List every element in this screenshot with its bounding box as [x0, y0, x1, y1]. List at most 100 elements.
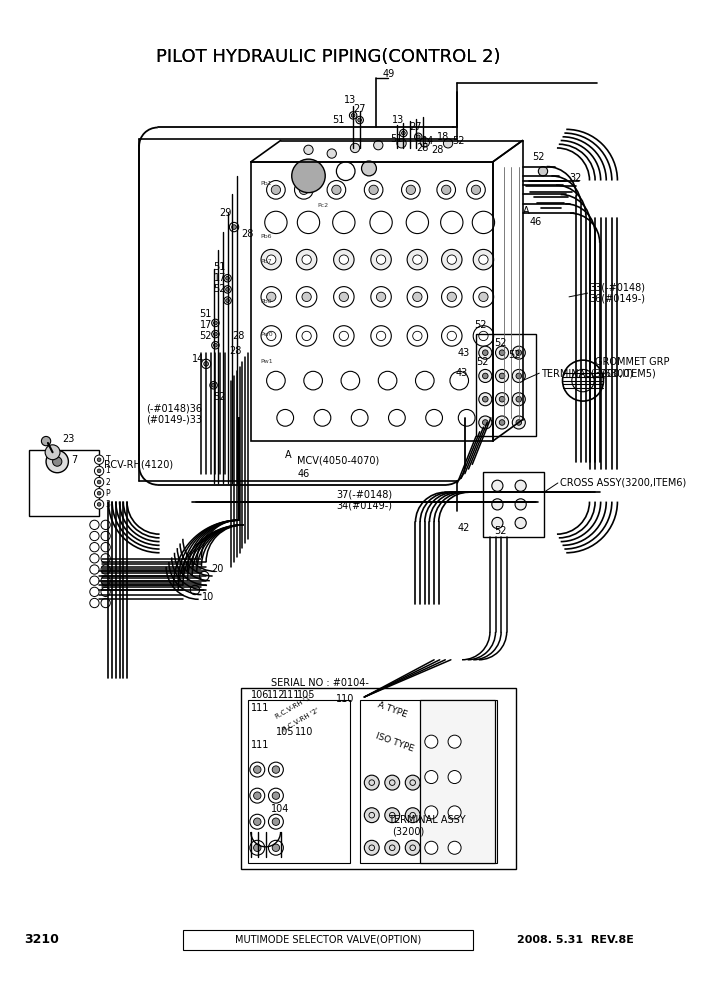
Circle shape — [296, 249, 317, 270]
Circle shape — [350, 143, 359, 153]
Circle shape — [364, 775, 379, 790]
Circle shape — [277, 410, 293, 427]
Circle shape — [473, 325, 494, 346]
Text: 17: 17 — [199, 319, 212, 329]
Circle shape — [515, 480, 526, 491]
Circle shape — [364, 181, 383, 199]
Circle shape — [416, 135, 420, 139]
Text: ISO TYPE: ISO TYPE — [374, 732, 415, 754]
Text: 28: 28 — [230, 346, 241, 356]
Text: 23: 23 — [62, 434, 74, 444]
Circle shape — [296, 287, 317, 308]
Bar — [359, 699, 498, 863]
Circle shape — [261, 249, 282, 270]
Circle shape — [267, 371, 285, 390]
Text: 111: 111 — [251, 703, 269, 713]
Bar — [476, 334, 536, 436]
Circle shape — [450, 371, 468, 390]
Circle shape — [250, 762, 265, 777]
Circle shape — [225, 299, 230, 303]
Text: 42: 42 — [458, 523, 470, 533]
Text: 111: 111 — [282, 690, 300, 700]
Circle shape — [362, 161, 376, 176]
Circle shape — [95, 488, 104, 498]
Text: 52: 52 — [508, 349, 521, 359]
Circle shape — [302, 293, 311, 302]
Circle shape — [420, 138, 430, 147]
Circle shape — [45, 444, 60, 459]
Text: 32: 32 — [569, 173, 581, 183]
Circle shape — [298, 211, 319, 233]
Text: MUTIMODE SELECTOR VALVE(OPTION): MUTIMODE SELECTOR VALVE(OPTION) — [235, 934, 421, 945]
Circle shape — [90, 520, 99, 530]
Bar — [241, 687, 516, 869]
Circle shape — [212, 341, 219, 349]
Text: 18: 18 — [437, 132, 449, 142]
Circle shape — [482, 397, 488, 402]
Circle shape — [413, 255, 422, 264]
Circle shape — [250, 840, 265, 855]
Text: 52: 52 — [495, 527, 507, 537]
Circle shape — [385, 775, 399, 790]
Text: 28: 28 — [431, 145, 444, 155]
Circle shape — [213, 321, 218, 324]
Circle shape — [101, 576, 110, 585]
Circle shape — [499, 420, 505, 426]
Bar — [248, 699, 350, 863]
Text: TERMINAL(3200,ITEM5): TERMINAL(3200,ITEM5) — [541, 368, 656, 378]
Circle shape — [415, 133, 422, 141]
Text: 51: 51 — [390, 134, 403, 144]
Circle shape — [225, 288, 230, 292]
Circle shape — [204, 361, 208, 366]
Circle shape — [253, 766, 261, 774]
Text: 29: 29 — [219, 208, 232, 218]
Circle shape — [482, 350, 488, 355]
Circle shape — [448, 841, 461, 854]
Circle shape — [201, 359, 211, 368]
Circle shape — [405, 807, 420, 822]
Circle shape — [399, 129, 407, 137]
Circle shape — [512, 393, 525, 406]
Circle shape — [90, 598, 99, 608]
Circle shape — [405, 775, 420, 790]
Circle shape — [339, 255, 348, 264]
Text: Pb6: Pb6 — [260, 234, 272, 239]
Circle shape — [272, 766, 279, 774]
Circle shape — [385, 807, 399, 822]
Circle shape — [232, 225, 237, 229]
Text: 28: 28 — [232, 331, 244, 341]
Circle shape — [333, 287, 354, 308]
Circle shape — [267, 255, 276, 264]
Circle shape — [407, 287, 428, 308]
Circle shape — [261, 325, 282, 346]
Text: T: T — [105, 455, 110, 464]
Text: 2008. 5.31  REV.8E: 2008. 5.31 REV.8E — [517, 934, 634, 945]
Circle shape — [492, 499, 503, 510]
Circle shape — [46, 450, 68, 473]
Circle shape — [406, 211, 428, 233]
Circle shape — [471, 186, 481, 194]
Circle shape — [95, 466, 104, 475]
Circle shape — [516, 373, 522, 379]
Circle shape — [90, 587, 99, 596]
Text: Pb0: Pb0 — [260, 299, 272, 304]
Text: A TYPE: A TYPE — [377, 700, 409, 719]
Text: 105: 105 — [298, 690, 316, 700]
Circle shape — [225, 277, 230, 280]
Circle shape — [512, 346, 525, 359]
Text: 43: 43 — [458, 347, 470, 358]
Circle shape — [304, 145, 313, 155]
Circle shape — [496, 416, 508, 429]
Circle shape — [516, 397, 522, 402]
Text: 51: 51 — [213, 262, 226, 272]
Circle shape — [492, 480, 503, 491]
Circle shape — [90, 564, 99, 574]
Circle shape — [479, 393, 492, 406]
Circle shape — [268, 789, 284, 804]
Text: CROSS ASSY(3200,ITEM6): CROSS ASSY(3200,ITEM6) — [559, 478, 686, 488]
Text: 111: 111 — [251, 740, 269, 750]
Circle shape — [473, 249, 494, 270]
Circle shape — [405, 840, 420, 855]
Text: 112: 112 — [267, 690, 285, 700]
Circle shape — [101, 564, 110, 574]
